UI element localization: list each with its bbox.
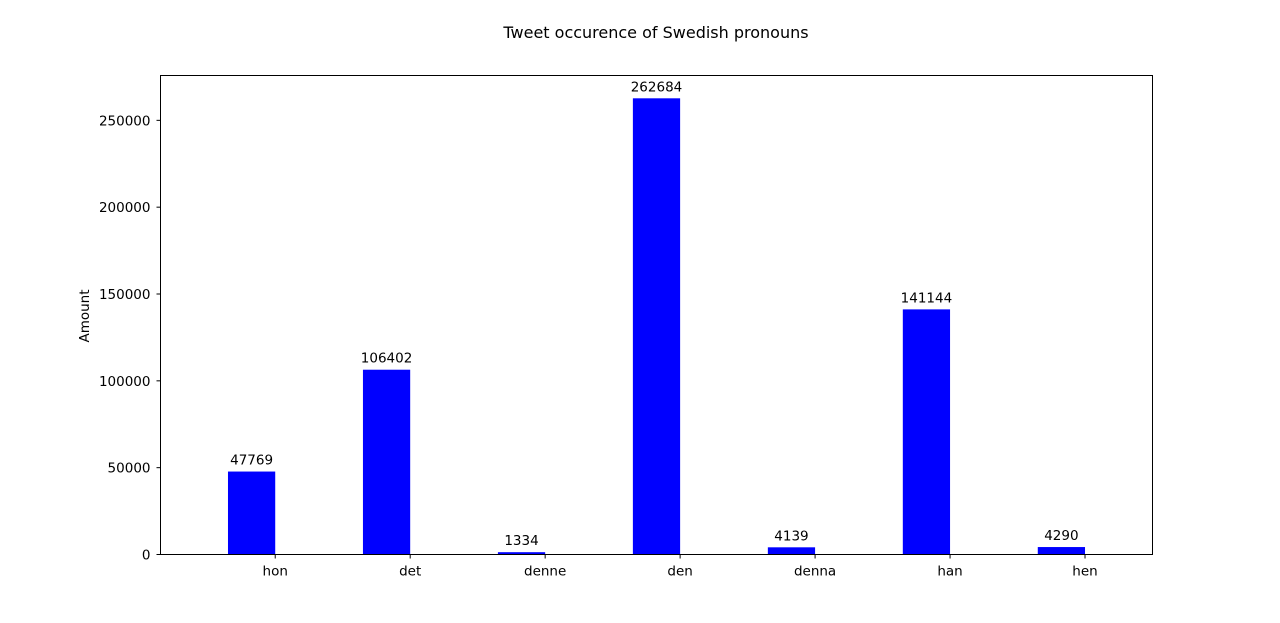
data-label-denne: 1334 bbox=[504, 533, 538, 549]
data-label-den: 262684 bbox=[631, 79, 683, 95]
data-label-han: 141144 bbox=[901, 290, 953, 306]
y-tick-label: 150000 bbox=[99, 287, 151, 303]
y-tick-label: 250000 bbox=[99, 113, 151, 129]
x-tick-label: denne bbox=[524, 564, 566, 580]
y-tick-label: 0 bbox=[142, 548, 151, 564]
bars-layer bbox=[227, 98, 1086, 555]
y-axis-ticks: 0 50000 100000 150000 200000 250000 bbox=[99, 113, 161, 564]
x-tick-label: denna bbox=[794, 564, 836, 580]
data-label-denna: 4139 bbox=[774, 528, 808, 544]
data-label-hon: 47769 bbox=[230, 453, 273, 469]
plot-frame bbox=[160, 75, 1153, 555]
y-tick-label: 200000 bbox=[99, 200, 151, 216]
y-tick-label: 100000 bbox=[99, 374, 151, 390]
bar-den bbox=[632, 98, 681, 555]
x-axis-ticks: hon det denne den denna han hen bbox=[263, 554, 1098, 580]
x-tick-label: hen bbox=[1072, 564, 1097, 580]
data-labels-layer: 47769 106402 1334 262684 4139 141144 4290 bbox=[230, 79, 1078, 549]
x-tick-label: det bbox=[399, 564, 421, 580]
y-axis-label: Amount bbox=[77, 289, 93, 342]
x-tick-label: den bbox=[667, 564, 692, 580]
y-tick-label: 50000 bbox=[108, 461, 151, 477]
bar-hen bbox=[1037, 547, 1086, 555]
x-tick-label: han bbox=[937, 564, 962, 580]
data-label-det: 106402 bbox=[361, 351, 413, 367]
bar-denne bbox=[497, 552, 546, 555]
bar-denna bbox=[767, 547, 816, 555]
x-tick-label: hon bbox=[263, 564, 288, 580]
data-label-hen: 4290 bbox=[1044, 528, 1078, 544]
bar-hon bbox=[227, 471, 276, 555]
bar-det bbox=[362, 369, 411, 555]
chart-title: Tweet occurence of Swedish pronouns bbox=[502, 23, 808, 42]
bar-han bbox=[902, 309, 951, 555]
